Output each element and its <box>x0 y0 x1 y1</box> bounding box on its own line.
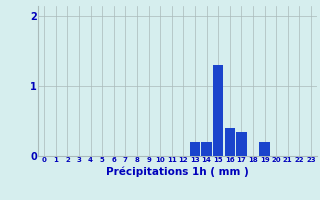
X-axis label: Précipitations 1h ( mm ): Précipitations 1h ( mm ) <box>106 166 249 177</box>
Bar <box>190 142 200 156</box>
Bar <box>213 65 223 156</box>
Bar <box>260 142 270 156</box>
Bar <box>225 128 235 156</box>
Bar <box>236 132 247 156</box>
Bar <box>201 142 212 156</box>
